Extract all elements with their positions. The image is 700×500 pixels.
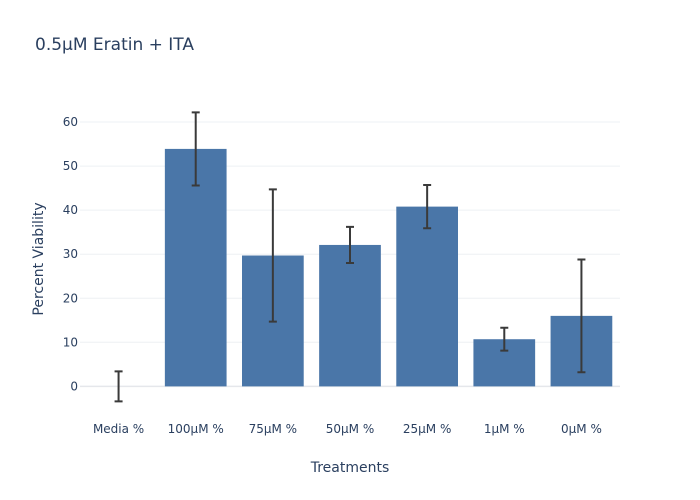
x-axis-title: Treatments: [310, 460, 390, 476]
x-tick-label: 50μM %: [326, 422, 374, 436]
bar: [319, 244, 381, 387]
error-bar: [191, 111, 200, 187]
x-tick-label: 25μM %: [403, 422, 451, 436]
y-tick-label: 20: [63, 291, 78, 305]
error-bar: [346, 225, 354, 265]
y-tick-label: 30: [63, 247, 78, 261]
bar: [396, 206, 458, 387]
y-tick-label: 0: [70, 379, 78, 393]
error-bar: [577, 258, 586, 374]
x-tick-label: 75μM %: [249, 422, 297, 436]
x-axis-ticks: Media % 100μM % 75μM % 50μM % 25μM % 1μM % 0μM…: [93, 422, 602, 436]
x-tick-label: 100μM %: [168, 422, 224, 436]
y-axis-ticks: 0 10 20 30 40 50 60: [63, 115, 78, 393]
y-axis-title: Percent Viability: [31, 202, 47, 315]
bar: [164, 148, 227, 387]
x-tick-label: 0μM %: [561, 422, 602, 436]
x-tick-label: Media %: [93, 422, 144, 436]
chart-title: 0.5μM Eratin + ITA: [35, 35, 194, 55]
y-tick-label: 60: [63, 115, 78, 129]
error-bar: [500, 326, 509, 352]
y-tick-label: 40: [63, 203, 78, 217]
x-tick-label: 1μM %: [484, 422, 525, 436]
error-bar: [268, 188, 277, 323]
error-bar: [423, 184, 432, 230]
y-tick-label: 10: [63, 335, 78, 349]
error-bars: [114, 111, 586, 403]
y-tick-label: 50: [63, 159, 78, 173]
bars: [164, 148, 613, 387]
error-bar: [114, 370, 123, 403]
